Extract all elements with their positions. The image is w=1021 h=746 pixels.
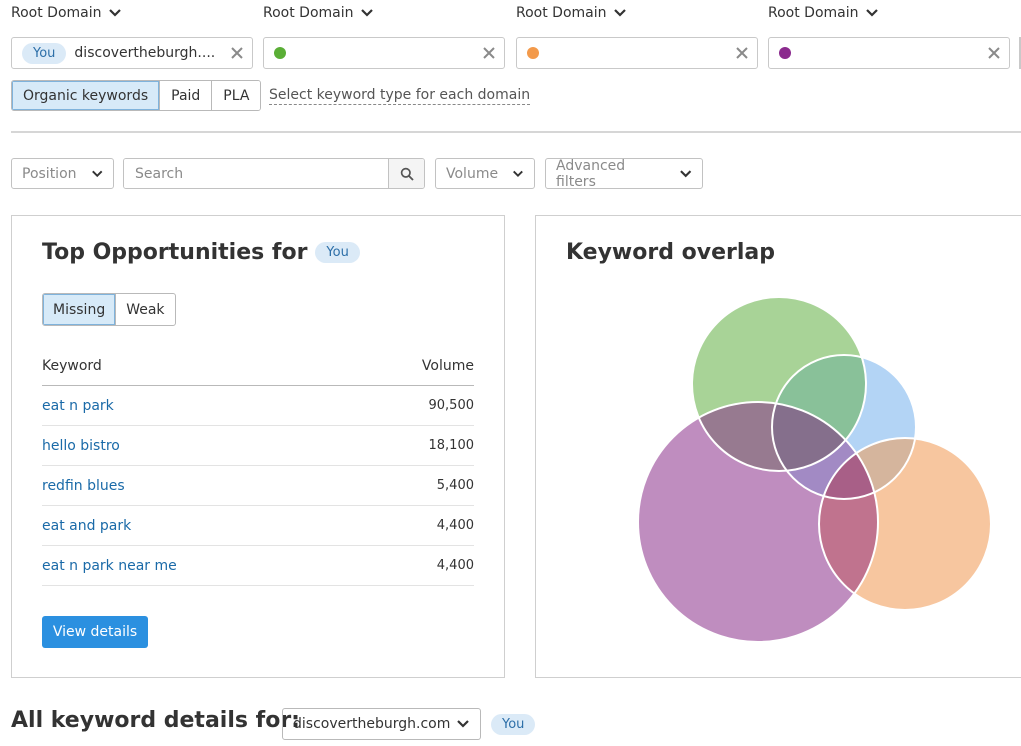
root-domain-dropdown-3[interactable]: Root Domain xyxy=(516,5,627,21)
tab-missing[interactable]: Missing xyxy=(43,294,117,325)
search-box xyxy=(123,158,425,189)
root-domain-label: Root Domain xyxy=(11,5,102,21)
top-opportunities-card xyxy=(11,215,505,678)
keyword-volume: 4,400 xyxy=(436,518,474,533)
keyword-type-organic[interactable]: Organic keywords xyxy=(12,81,161,110)
venn-outline-purple xyxy=(637,401,879,643)
root-domain-label: Root Domain xyxy=(516,5,607,21)
domain-input-competitor-2[interactable] xyxy=(516,37,758,69)
keyword-type-paid[interactable]: Paid xyxy=(160,81,213,110)
opportunities-table: Keyword Volume eat n park 90,500 hello b… xyxy=(42,346,474,586)
keyword-volume: 90,500 xyxy=(428,398,475,413)
keyword-volume: 5,400 xyxy=(436,478,474,493)
you-badge: You xyxy=(491,714,536,735)
root-domain-label: Root Domain xyxy=(768,5,859,21)
section-divider xyxy=(11,131,1021,133)
domain-select[interactable]: discovertheburgh.com xyxy=(282,708,481,740)
table-row: eat n park 90,500 xyxy=(42,386,474,426)
tab-weak[interactable]: Weak xyxy=(126,301,165,318)
keyword-overlap-title: Keyword overlap xyxy=(566,240,775,265)
close-icon[interactable] xyxy=(987,46,1001,60)
chevron-down-icon xyxy=(360,9,373,17)
chevron-down-icon xyxy=(457,720,469,728)
search-button[interactable] xyxy=(388,159,424,188)
all-keyword-details-title: All keyword details for: xyxy=(11,708,300,733)
root-domain-label: Root Domain xyxy=(263,5,354,21)
chevron-down-icon xyxy=(679,169,691,177)
chevron-down-icon xyxy=(91,170,102,177)
you-badge: You xyxy=(315,242,360,263)
top-opportunities-title: Top Opportunities for xyxy=(42,240,308,265)
root-domain-dropdown-2[interactable]: Root Domain xyxy=(263,5,374,21)
table-row: eat n park near me 4,400 xyxy=(42,546,474,586)
select-keyword-type-link[interactable]: Select keyword type for each domain xyxy=(269,87,531,105)
root-domain-dropdown-4[interactable]: Root Domain xyxy=(768,5,879,21)
keyword-link[interactable]: hello bistro xyxy=(42,437,120,454)
close-icon[interactable] xyxy=(735,46,749,60)
search-icon xyxy=(400,167,414,181)
chevron-down-icon xyxy=(613,9,626,17)
domain-value: discovertheburgh.... xyxy=(74,45,216,61)
volume-filter-label: Volume xyxy=(446,165,499,182)
column-volume: Volume xyxy=(421,357,474,374)
root-domain-dropdown-1[interactable]: Root Domain xyxy=(11,5,122,21)
keyword-volume: 4,400 xyxy=(436,558,474,573)
table-row: redfin blues 5,400 xyxy=(42,466,474,506)
competitor-dot-purple xyxy=(779,47,791,59)
table-header: Keyword Volume xyxy=(42,346,474,386)
keyword-type-pla[interactable]: PLA xyxy=(212,81,261,110)
keyword-link[interactable]: eat and park xyxy=(42,517,132,534)
keyword-overlap-venn xyxy=(637,296,992,643)
domain-input-competitor-1[interactable] xyxy=(263,37,505,69)
chevron-down-icon xyxy=(865,9,878,17)
competitor-dot-orange xyxy=(527,47,539,59)
table-row: hello bistro 18,100 xyxy=(42,426,474,466)
search-input[interactable] xyxy=(124,159,388,188)
table-row: eat and park 4,400 xyxy=(42,506,474,546)
chevron-down-icon xyxy=(513,170,523,177)
venn-outline-orange xyxy=(818,437,992,611)
keyword-link[interactable]: eat n park xyxy=(42,397,114,414)
close-icon[interactable] xyxy=(482,46,496,60)
position-filter-label: Position xyxy=(22,165,77,182)
column-keyword: Keyword xyxy=(42,357,102,374)
competitor-dot-green xyxy=(274,47,286,59)
close-icon[interactable] xyxy=(230,46,244,60)
view-details-button[interactable]: View details xyxy=(42,616,148,648)
opportunity-type-tabs: Missing Weak xyxy=(42,293,176,326)
keyword-type-selector: Organic keywords Paid PLA xyxy=(11,80,262,111)
advanced-filters-label: Advanced filters xyxy=(556,157,626,190)
top-opportunities-header: Top Opportunities for You xyxy=(42,240,360,265)
keyword-link[interactable]: redfin blues xyxy=(42,477,125,494)
position-filter[interactable]: Position xyxy=(11,158,114,189)
domain-select-value: discovertheburgh.com xyxy=(293,716,451,732)
you-badge: You xyxy=(22,42,67,64)
venn-outline-green xyxy=(691,296,867,472)
keyword-volume: 18,100 xyxy=(428,438,475,453)
volume-filter[interactable]: Volume xyxy=(435,158,535,189)
advanced-filters[interactable]: Advanced filters xyxy=(545,157,703,190)
footer-you-badge-wrap: You xyxy=(491,713,536,735)
venn-outline-blue xyxy=(771,354,917,500)
overflow-edge xyxy=(1019,37,1021,69)
chevron-down-icon xyxy=(108,9,121,17)
domain-input-you[interactable]: You discovertheburgh.... xyxy=(11,37,253,69)
domain-input-competitor-3[interactable] xyxy=(768,37,1010,69)
keyword-link[interactable]: eat n park near me xyxy=(42,557,177,574)
